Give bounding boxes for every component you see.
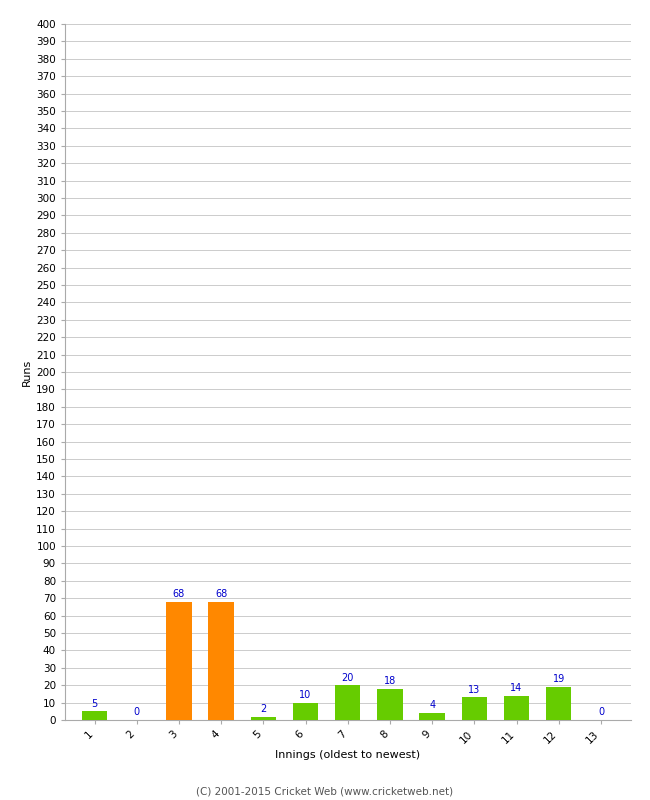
Bar — [166, 602, 192, 720]
X-axis label: Innings (oldest to newest): Innings (oldest to newest) — [275, 750, 421, 760]
Bar — [251, 717, 276, 720]
Bar — [209, 602, 234, 720]
Text: 20: 20 — [341, 673, 354, 682]
Text: (C) 2001-2015 Cricket Web (www.cricketweb.net): (C) 2001-2015 Cricket Web (www.cricketwe… — [196, 786, 454, 796]
Text: 0: 0 — [598, 707, 604, 718]
Text: 19: 19 — [552, 674, 565, 684]
Text: 0: 0 — [134, 707, 140, 718]
Text: 14: 14 — [510, 683, 523, 693]
Bar — [377, 689, 402, 720]
Text: 13: 13 — [468, 685, 480, 694]
Bar — [419, 713, 445, 720]
Text: 2: 2 — [260, 704, 266, 714]
Bar — [546, 687, 571, 720]
Bar — [335, 685, 360, 720]
Text: 68: 68 — [173, 589, 185, 599]
Text: 18: 18 — [384, 676, 396, 686]
Text: 4: 4 — [429, 701, 436, 710]
Text: 10: 10 — [300, 690, 311, 700]
Y-axis label: Runs: Runs — [22, 358, 32, 386]
Text: 68: 68 — [215, 589, 227, 599]
Bar — [82, 711, 107, 720]
Bar — [504, 696, 529, 720]
Text: 5: 5 — [92, 698, 98, 709]
Bar — [462, 698, 487, 720]
Bar — [293, 702, 318, 720]
